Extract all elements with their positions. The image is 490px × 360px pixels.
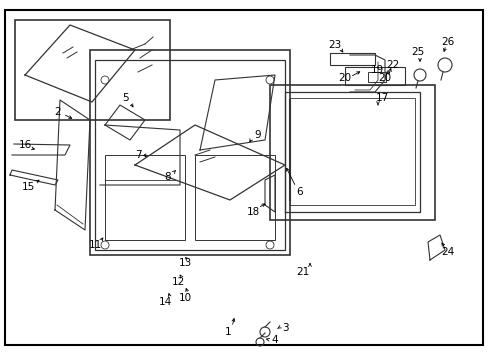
Bar (345, 67, 405, 85)
Text: 13: 13 (178, 258, 192, 268)
Text: 26: 26 (441, 37, 455, 47)
Text: 1: 1 (225, 327, 231, 337)
Text: 2: 2 (55, 107, 61, 117)
Text: 6: 6 (296, 187, 303, 197)
Text: 15: 15 (22, 182, 35, 192)
Text: 23: 23 (328, 40, 342, 50)
Text: 10: 10 (178, 293, 192, 303)
Text: 16: 16 (19, 140, 32, 150)
Text: 25: 25 (412, 47, 425, 57)
Bar (95, 60, 285, 250)
Bar (195, 155, 275, 240)
Text: 21: 21 (296, 267, 310, 277)
Bar (15, 20, 170, 120)
Bar (330, 53, 375, 65)
Bar (105, 155, 185, 240)
Text: 18: 18 (246, 207, 260, 217)
Text: 17: 17 (375, 93, 389, 103)
Text: 20: 20 (378, 73, 392, 83)
Text: 19: 19 (370, 65, 384, 75)
Text: 3: 3 (282, 323, 288, 333)
Text: 8: 8 (165, 172, 172, 182)
Text: 24: 24 (441, 247, 455, 257)
Text: 14: 14 (158, 297, 172, 307)
Text: 4: 4 (271, 335, 278, 345)
Bar (368, 72, 386, 82)
Bar (270, 85, 435, 220)
Bar (90, 50, 290, 255)
Text: 5: 5 (122, 93, 128, 103)
Text: 7: 7 (135, 150, 141, 160)
Text: 9: 9 (255, 130, 261, 140)
Text: 22: 22 (387, 60, 400, 70)
Text: 12: 12 (172, 277, 185, 287)
Text: 20: 20 (339, 73, 351, 83)
Text: 11: 11 (88, 240, 101, 250)
